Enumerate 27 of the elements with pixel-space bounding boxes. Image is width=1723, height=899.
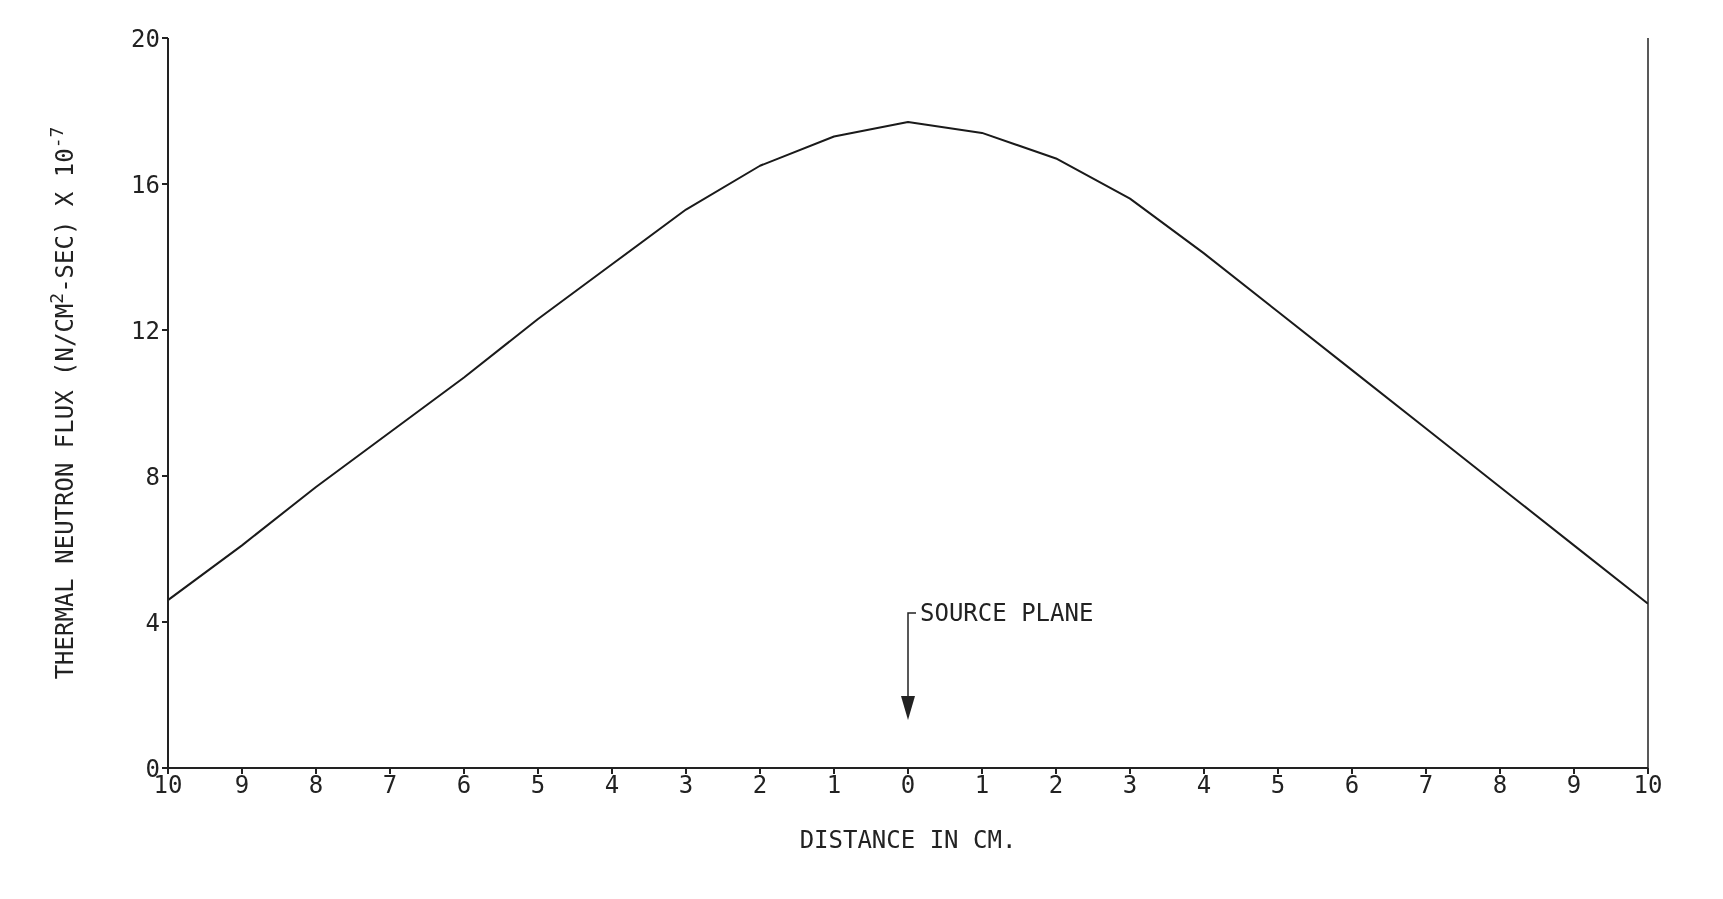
y-tick-label: 8 [145, 462, 160, 491]
x-tick-label: 9 [234, 771, 250, 800]
x-tick-label: 4 [1196, 771, 1212, 800]
y-tick-label: 20 [131, 24, 160, 53]
x-tick-label: 4 [604, 771, 620, 800]
x-axis-title: DISTANCE IN CM. [799, 826, 1017, 854]
x-tick-label: 7 [1418, 771, 1434, 800]
y-tick-label: 16 [131, 170, 160, 199]
x-tick-label: 5 [530, 771, 546, 800]
x-tick-label: 5 [1270, 771, 1286, 800]
x-tick-label: 1 [974, 771, 990, 800]
x-tick-label: 3 [678, 771, 694, 800]
x-tick-label: 8 [308, 771, 324, 800]
y-tick-label: 12 [131, 316, 160, 345]
x-tick-label: 8 [1492, 771, 1508, 800]
x-tick-label: 0 [900, 771, 916, 800]
x-tick-label: 1 [826, 771, 842, 800]
x-tick-label: 6 [456, 771, 472, 800]
x-tick-label: 2 [1048, 771, 1064, 800]
y-tick-label: 4 [145, 608, 160, 637]
x-tick-label: 2 [752, 771, 768, 800]
x-tick-label: 3 [1122, 771, 1138, 800]
annotation: SOURCE PLANE [920, 599, 1094, 627]
x-tick-label: 7 [382, 771, 398, 800]
x-tick-label: 10 [1633, 771, 1663, 800]
x-tick-label: 9 [1566, 771, 1582, 800]
x-tick-label: 6 [1344, 771, 1360, 800]
